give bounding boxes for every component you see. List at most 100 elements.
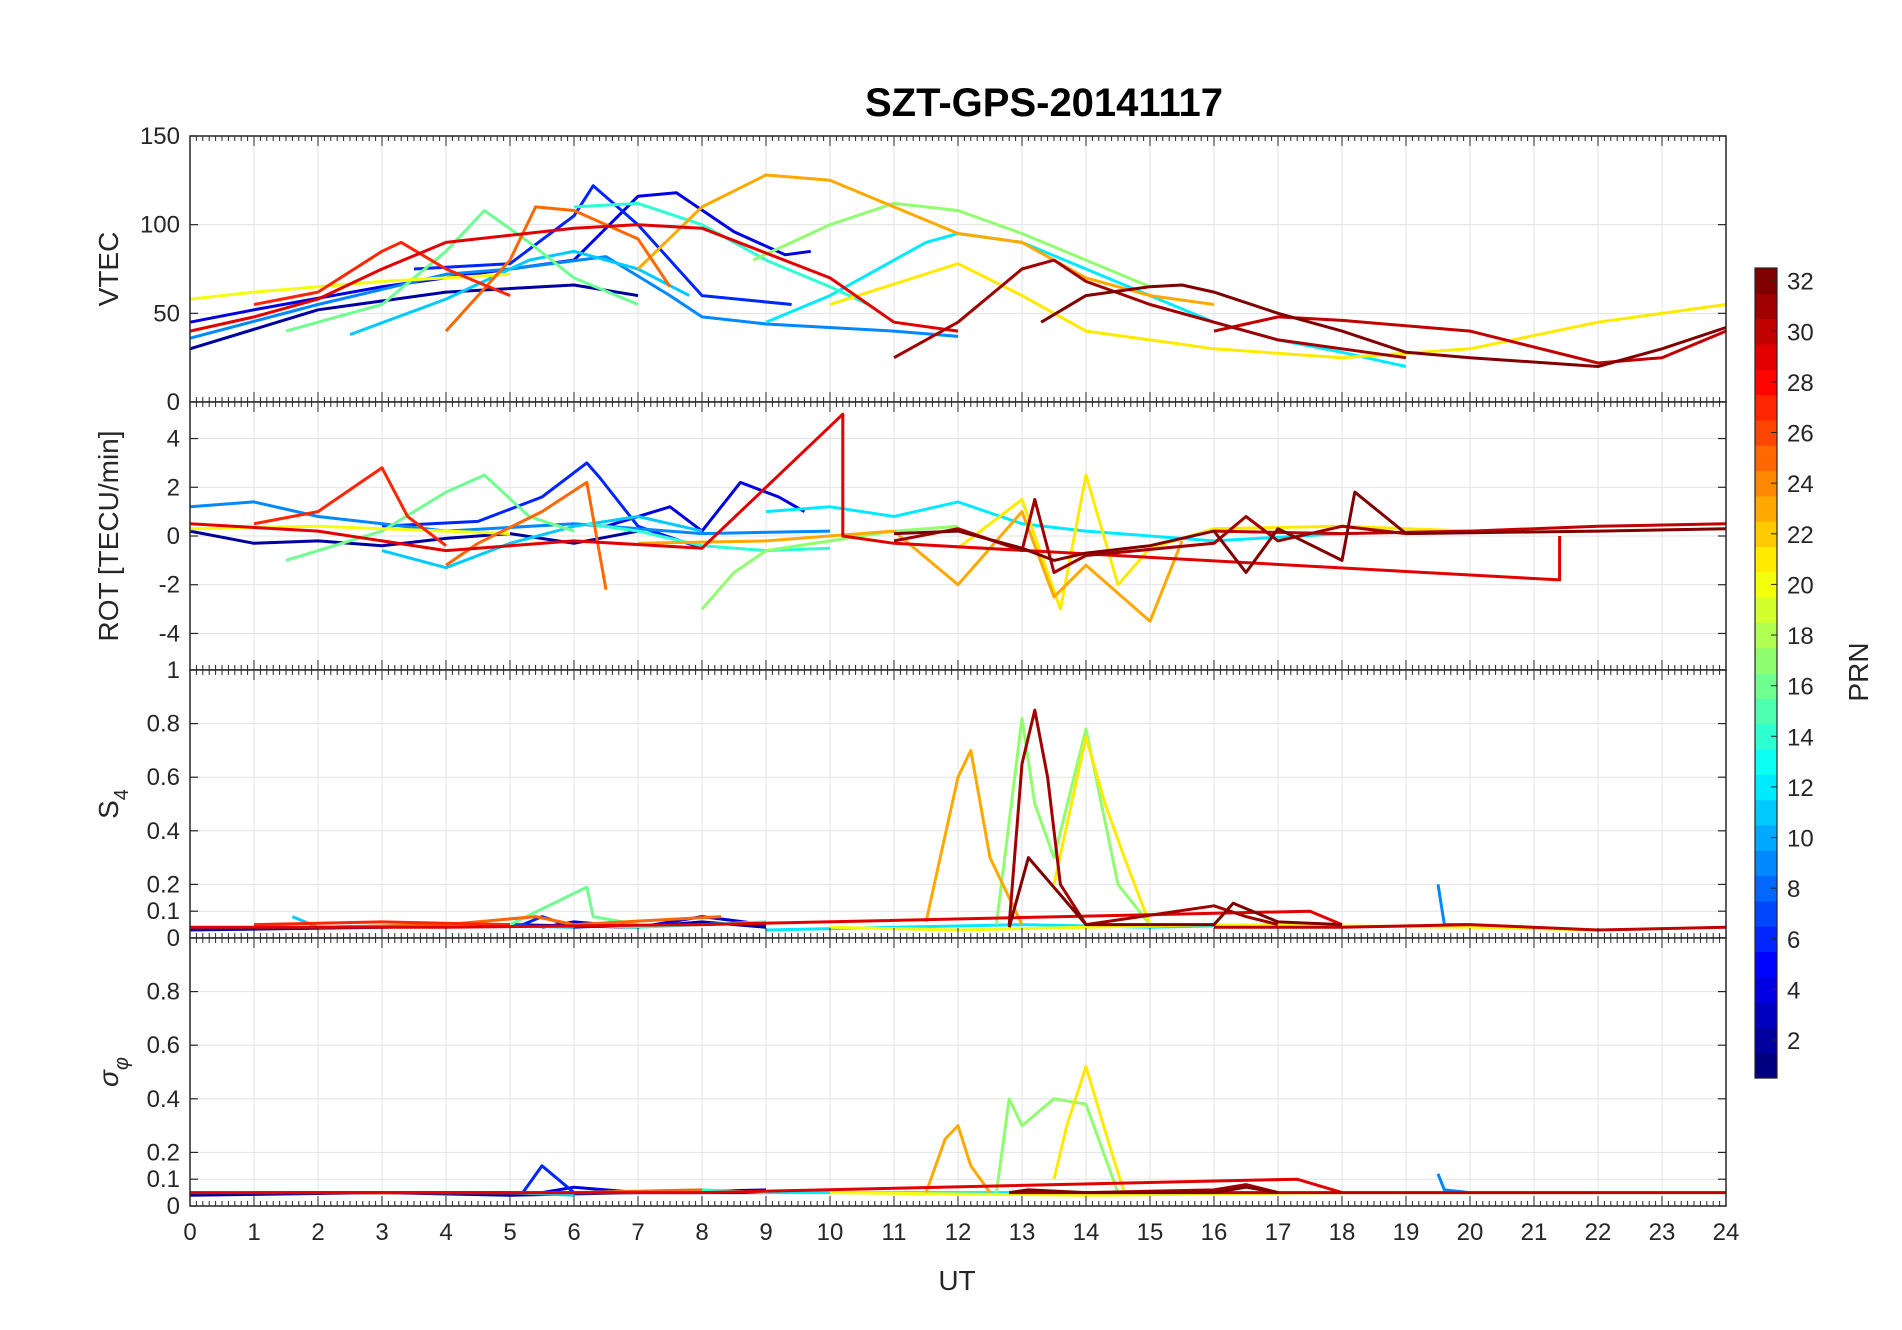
y-tick-label: 0.8 <box>147 711 180 738</box>
colorbar-segment <box>1755 495 1777 522</box>
series-prn-16-rot <box>285 473 575 562</box>
series-prn-12-rot <box>765 500 1343 543</box>
series-prn-21-rot <box>957 473 1471 611</box>
series-prn-23-rot <box>637 510 1184 623</box>
y-tick-label: 150 <box>140 123 180 150</box>
y-tick-label: 0.8 <box>147 979 180 1006</box>
series-prn-16-s4 <box>509 885 639 927</box>
colorbar-segment <box>1755 571 1777 598</box>
series-prn-29-rot <box>189 412 1562 582</box>
y-tick-label: 2 <box>167 474 180 501</box>
series-prn-30-rot <box>1213 522 1727 536</box>
x-tick-label: 2 <box>311 1219 324 1246</box>
series-prn-21-sigma <box>1052 1065 1126 1194</box>
colorbar-tick-label: 16 <box>1787 674 1814 701</box>
colorbar-segment <box>1755 926 1777 953</box>
colorbar-tick-label: 20 <box>1787 572 1814 599</box>
series-prn-27-rot <box>253 466 447 547</box>
series-prn-23-s4 <box>924 748 1024 926</box>
x-tick-label: 15 <box>1137 1219 1164 1246</box>
y-tick-label: 0.1 <box>147 898 180 925</box>
colorbar-segment <box>1755 597 1777 623</box>
colorbar-segment <box>1755 445 1777 472</box>
colorbar-frame <box>1754 267 1778 1079</box>
series-prn-31-s4 <box>1007 708 1279 927</box>
vtec-series <box>189 173 1727 368</box>
series-prn-17-rot <box>700 524 959 611</box>
colorbar-segment <box>1755 698 1777 725</box>
series-prn-11-vtec <box>349 249 690 337</box>
series-prn-25-vtec <box>444 205 672 333</box>
series-prn-17-s4 <box>994 716 1152 926</box>
colorbar-tick-label: 24 <box>1787 471 1814 498</box>
y-tick-label: 50 <box>153 300 180 327</box>
colorbar-segment <box>1755 470 1777 497</box>
colorbar-tick-label: 18 <box>1787 623 1814 650</box>
series-prn-11-rot <box>381 515 703 570</box>
x-tick-label: 6 <box>567 1219 580 1246</box>
colorbar-segment <box>1755 343 1777 370</box>
colorbar-segment <box>1755 976 1777 1003</box>
colorbar-tick-label: 30 <box>1787 319 1814 346</box>
x-tick-label: 21 <box>1521 1219 1548 1246</box>
series-prn-17-vtec <box>752 201 1151 289</box>
colorbar-segment <box>1755 622 1777 649</box>
colorbar-segment <box>1755 951 1777 978</box>
colorbar-segment <box>1755 875 1777 902</box>
x-tick-label: 13 <box>1009 1219 1036 1246</box>
panel-sigma: 00.10.2 0.4 0.6 0.8 σφ <box>93 937 1727 1220</box>
series-prn-25-s4 <box>317 915 722 929</box>
y-tick-label: 0 <box>167 1193 180 1220</box>
panel-frame <box>189 937 1727 1207</box>
y-tick-label: 0 <box>167 389 180 416</box>
x-tick-label: 18 <box>1329 1219 1356 1246</box>
colorbar-tick-label: 6 <box>1787 927 1800 954</box>
series-prn-30-vtec <box>1213 315 1727 365</box>
series-prn-32-rot <box>893 490 1727 574</box>
colorbar-segment <box>1755 268 1777 294</box>
y-axis-label: ROT [TECU/min] <box>93 430 124 641</box>
colorbar-tick-label: 22 <box>1787 522 1814 549</box>
colorbar-segment <box>1755 647 1777 674</box>
y-tick-label: 0.1 <box>147 1166 180 1193</box>
series-prn-21-s4 <box>1052 735 1152 926</box>
x-tick-label: 9 <box>759 1219 772 1246</box>
colorbar-tick-label: 2 <box>1787 1028 1800 1055</box>
y-tick-label: -2 <box>159 572 180 599</box>
series-prn-23-vtec <box>636 173 1215 306</box>
colorbar-tick-label: 26 <box>1787 421 1814 448</box>
colorbar-tick-label: 8 <box>1787 876 1800 903</box>
sigma-series <box>189 1065 1726 1197</box>
x-axis: 0 1 2 3 4 5 6 7 8 9 10 11 12 13 14 15 16 17 18 19 20 21 22 23 24 <box>183 1219 1739 1246</box>
series-prn-29-vtec <box>189 223 959 333</box>
x-tick-label: 7 <box>631 1219 644 1246</box>
s4-series <box>189 708 1727 932</box>
x-tick-label: 10 <box>817 1219 844 1246</box>
colorbar-segment <box>1755 521 1777 548</box>
colorbar-tick-label: 12 <box>1787 775 1814 802</box>
y-axis-label: VTEC <box>93 232 124 307</box>
colorbar-tick-label: 10 <box>1787 826 1814 853</box>
colorbar-label: PRN <box>1843 642 1874 701</box>
y-tick-label: 0.6 <box>147 1032 180 1059</box>
colorbar-segment <box>1755 799 1777 826</box>
colorbar-segment <box>1755 824 1777 851</box>
x-tick-label: 23 <box>1649 1219 1676 1246</box>
colorbar-segment <box>1755 748 1777 775</box>
y-tick-label: 0 <box>167 925 180 952</box>
y-tick-label: 4 <box>167 426 180 453</box>
colorbar-tick-label: 4 <box>1787 977 1800 1004</box>
y-tick-label: 1 <box>167 657 180 684</box>
x-minor-ticks <box>189 136 1727 402</box>
colorbar-segment <box>1755 546 1777 573</box>
x-tick-label: 19 <box>1393 1219 1420 1246</box>
series-prn-29-s4 <box>190 909 1343 929</box>
y-axis-label: S4 <box>93 789 133 819</box>
series-prn-14-vtec <box>573 201 870 306</box>
series-prn-30-s4 <box>1214 923 1727 932</box>
colorbar-tick-label: 32 <box>1787 269 1814 296</box>
colorbar-tick-label: 28 <box>1787 370 1814 397</box>
colorbar-segment <box>1755 673 1777 699</box>
